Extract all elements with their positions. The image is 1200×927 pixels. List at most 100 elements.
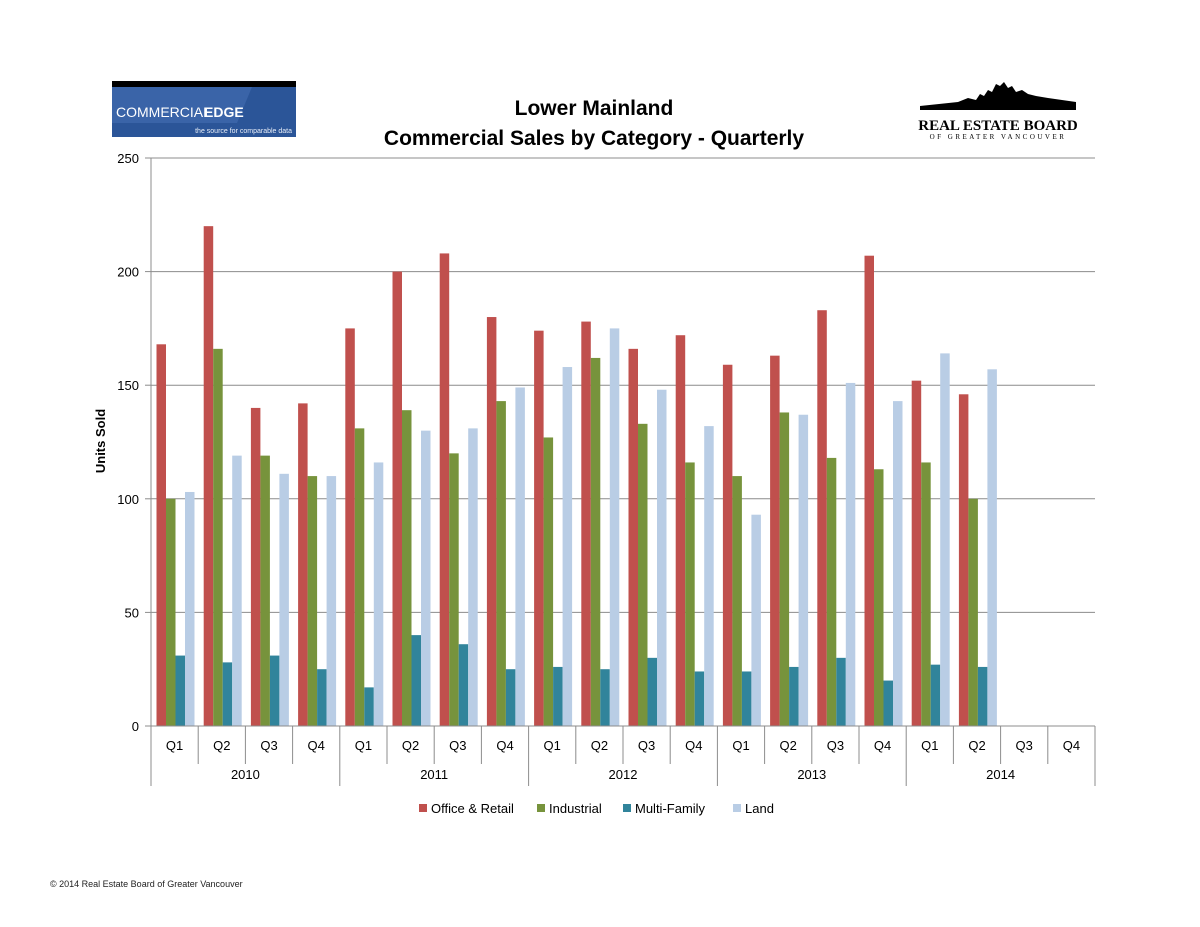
y-tick-label: 150: [117, 378, 139, 393]
legend-swatch: [623, 804, 631, 812]
y-axis-ticks: 0 50 100 150 200 250: [117, 151, 152, 734]
bar: [260, 455, 270, 726]
logo-right-name: REAL ESTATE BOARD: [918, 118, 1078, 134]
logo-right-sub: OF GREATER VANCOUVER: [930, 133, 1067, 141]
bar: [496, 401, 506, 726]
y-tick-label: 200: [117, 265, 139, 280]
chart-subtitle: Commercial Sales by Category - Quarterly: [384, 127, 804, 150]
x-quarter-label: Q2: [213, 738, 230, 753]
logo-left-top-bar: [112, 81, 296, 87]
x-quarter-label: Q4: [874, 738, 891, 753]
bar: [779, 412, 790, 726]
x-year-label: 2012: [609, 767, 638, 782]
logo-left-brand-bold: EDGE: [204, 104, 244, 120]
bar: [185, 491, 195, 726]
y-tick-label: 50: [125, 605, 139, 620]
bar: [166, 498, 176, 726]
bar: [317, 669, 327, 726]
x-quarter-label: Q4: [308, 738, 325, 753]
bar: [836, 657, 846, 726]
x-quarter-label: Q1: [544, 738, 561, 753]
bar: [600, 669, 610, 726]
bar: [562, 367, 573, 726]
bar: [232, 455, 242, 726]
bars: [156, 226, 997, 727]
bar: [449, 453, 459, 726]
bar: [845, 382, 856, 726]
x-quarter-label: Q3: [260, 738, 277, 753]
legend-label: Land: [745, 801, 774, 816]
bar: [883, 680, 893, 726]
bar: [638, 423, 648, 726]
bar: [732, 476, 742, 726]
x-quarter-label: Q1: [166, 738, 183, 753]
x-quarter-label: Q2: [780, 738, 797, 753]
y-axis-label: Units Sold: [93, 409, 108, 473]
legend-label: Office & Retail: [431, 801, 514, 816]
bar: [751, 514, 761, 726]
x-quarter-label: Q3: [827, 738, 844, 753]
x-quarter-label: Q1: [732, 738, 749, 753]
bar: [789, 666, 799, 726]
bar: [534, 330, 544, 726]
legend-label: Industrial: [549, 801, 602, 816]
bar: [921, 462, 931, 726]
logo-left-tagline: the source for comparable data: [195, 128, 292, 135]
bar: [543, 437, 554, 726]
bar: [798, 414, 809, 726]
bar: [458, 644, 469, 726]
bar: [864, 255, 874, 726]
bar: [590, 357, 601, 726]
bar: [581, 321, 591, 726]
bar: [269, 655, 280, 726]
legend-label: Multi-Family: [635, 801, 706, 816]
bar: [770, 355, 780, 726]
x-quarter-label: Q2: [968, 738, 985, 753]
bar: [326, 476, 337, 726]
bar: [156, 344, 166, 726]
real-estate-board-logo: REAL ESTATE BOARD OF GREATER VANCOUVER: [918, 80, 1078, 142]
x-quarter-label: Q2: [402, 738, 419, 753]
bar: [553, 666, 563, 726]
bar: [515, 387, 525, 726]
bar: [685, 462, 695, 726]
bar: [958, 394, 969, 726]
bar: [222, 662, 233, 726]
copyright-footer: © 2014 Real Estate Board of Greater Vanc…: [50, 879, 243, 889]
bar: [402, 410, 412, 726]
x-quarter-label: Q1: [921, 738, 938, 753]
bar: [694, 671, 705, 726]
bar: [893, 401, 903, 726]
x-year-label: 2014: [986, 767, 1015, 782]
bar: [977, 666, 988, 726]
legend-swatch: [419, 804, 427, 812]
y-tick-label: 0: [132, 719, 139, 734]
x-quarter-label: Q2: [591, 738, 608, 753]
bar: [392, 271, 402, 726]
chart-title: Lower Mainland: [515, 97, 674, 120]
legend: Office & Retail Industrial Multi-Family Lan…: [419, 801, 774, 816]
x-year-label: 2013: [797, 767, 826, 782]
bar: [307, 476, 318, 726]
bar: [203, 226, 214, 726]
x-quarter-label: Q1: [355, 738, 372, 753]
x-quarter-label: Q4: [685, 738, 702, 753]
bar: [354, 428, 365, 726]
bar: [741, 671, 752, 726]
x-quarter-label: Q3: [449, 738, 466, 753]
legend-swatch: [733, 804, 741, 812]
bar: [213, 348, 223, 726]
bar: [930, 664, 941, 726]
bar: [345, 328, 355, 726]
x-quarter-label: Q4: [496, 738, 513, 753]
bar: [411, 635, 421, 726]
bar: [373, 462, 384, 726]
commercial-edge-logo: COMMERCIAL EDGE the source for comparabl…: [112, 81, 296, 137]
x-quarter-label: Q3: [638, 738, 655, 753]
bar: [364, 687, 374, 726]
bar: [421, 430, 431, 726]
bar: [298, 403, 308, 726]
bar: [628, 348, 638, 726]
bar: [279, 473, 289, 726]
bar: [609, 328, 620, 726]
